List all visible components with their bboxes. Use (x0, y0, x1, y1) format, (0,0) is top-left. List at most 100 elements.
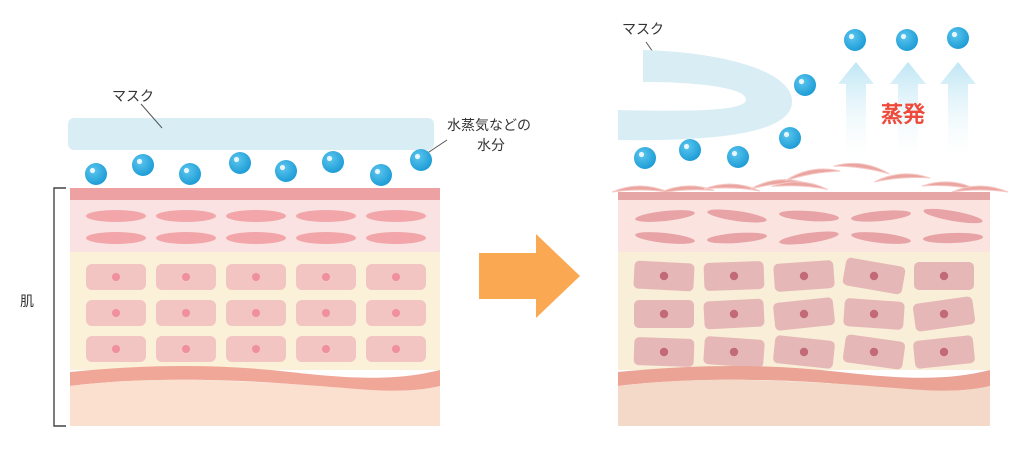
dermis-ovals-left (86, 210, 426, 244)
cell-nucleus (252, 273, 260, 281)
water-droplet (85, 163, 107, 185)
cell-nucleus (869, 309, 879, 319)
droplet-highlight (136, 158, 143, 165)
evaporation-label: 蒸発 (881, 103, 926, 128)
skin-flake (703, 183, 761, 192)
droplet-highlight (183, 167, 190, 174)
dermis-oval (851, 210, 911, 222)
up-arrow-icon (890, 62, 926, 158)
skin-bracket (53, 187, 66, 427)
water-droplet (779, 127, 801, 149)
droplet-highlight (414, 153, 421, 160)
dermis-oval (923, 208, 983, 224)
droplet-highlight (89, 167, 96, 174)
cell-nucleus (392, 309, 400, 317)
skin-flake (874, 173, 931, 183)
skin-flake (951, 185, 1009, 193)
flaking-skin-surface (611, 162, 1009, 194)
dermis-layer (70, 200, 440, 252)
up-arrow-icon (838, 62, 874, 158)
basal-wave-left (70, 366, 440, 391)
dermis-oval (635, 232, 695, 244)
droplet-highlight (900, 33, 907, 40)
water-droplet (844, 29, 866, 51)
water-droplets-left (85, 149, 432, 186)
evaporation-arrows (838, 62, 976, 158)
droplet-highlight (783, 131, 790, 138)
basal-wave-right (618, 366, 990, 391)
curled-mask-sheet (618, 50, 793, 141)
cell-nucleus (659, 347, 669, 357)
dermis-oval (226, 232, 286, 244)
water-droplet (679, 139, 701, 161)
water-droplet (794, 74, 816, 96)
dermis-oval (923, 232, 983, 244)
water-droplet (727, 146, 749, 168)
mask-sheet (68, 118, 434, 150)
cell-nucleus (799, 271, 809, 281)
cell-nucleus (729, 309, 739, 319)
droplet-highlight (638, 151, 645, 158)
subcutis-left (70, 379, 440, 426)
cell-nucleus (182, 345, 190, 353)
mask-label-leader (140, 103, 163, 129)
moisture-label-line1: 水蒸気などの (447, 118, 531, 134)
cell-nucleus (392, 345, 400, 353)
skin-flake (611, 185, 669, 193)
moisture-label-line2: 水分 (477, 138, 505, 154)
cell-nucleus (112, 273, 120, 281)
droplet-highlight (279, 164, 286, 171)
dermis-oval (86, 210, 146, 222)
cell-nucleus (939, 309, 949, 319)
cells-left (86, 264, 426, 362)
cell-nucleus (939, 347, 949, 357)
left-panel: マスク 水蒸気などの 水分 肌 (20, 89, 531, 427)
right-panel: マスク 蒸発 (611, 22, 1009, 426)
water-droplet (896, 29, 918, 51)
cell-nucleus (112, 345, 120, 353)
cell-nucleus (322, 273, 330, 281)
cell-nucleus (729, 271, 739, 281)
droplet-highlight (326, 155, 333, 162)
droplet-highlight (683, 143, 690, 150)
cell-nucleus (392, 273, 400, 281)
dermis-oval (156, 210, 216, 222)
cells-right (633, 257, 976, 370)
skin-flake (658, 185, 715, 194)
dermis-ovals-right (635, 208, 983, 245)
skin-surface-layer (70, 188, 440, 200)
cell-nucleus (182, 309, 190, 317)
dermis-oval (707, 209, 767, 223)
cell-nucleus (112, 309, 120, 317)
dermis-oval (779, 231, 839, 245)
dermis-oval (156, 232, 216, 244)
droplet-highlight (848, 33, 855, 40)
cell-nucleus (939, 271, 949, 281)
up-arrow-icon (940, 62, 976, 158)
dermis-oval (366, 210, 426, 222)
droplet-highlight (374, 168, 381, 175)
cell-nucleus (869, 347, 879, 357)
water-droplet (179, 163, 201, 185)
cell-nucleus (659, 271, 669, 281)
cell-nucleus (182, 273, 190, 281)
water-droplet (947, 27, 969, 49)
cell-nucleus (252, 309, 260, 317)
dermis-oval (296, 232, 356, 244)
cell-nucleus (799, 347, 809, 357)
droplet-highlight (731, 150, 738, 157)
dermis-oval (707, 232, 767, 244)
skin-surface-layer-right (618, 192, 990, 200)
water-droplet (132, 154, 154, 176)
cell-nucleus (869, 271, 879, 281)
water-droplet (322, 151, 344, 173)
water-droplets-right (634, 27, 969, 169)
skin-flake (771, 181, 828, 190)
water-droplet (410, 149, 432, 171)
droplet-highlight (951, 31, 958, 38)
droplet-highlight (798, 78, 805, 85)
dermis-oval (851, 232, 911, 244)
cell-nucleus (659, 309, 669, 319)
cell-nucleus (799, 309, 809, 319)
